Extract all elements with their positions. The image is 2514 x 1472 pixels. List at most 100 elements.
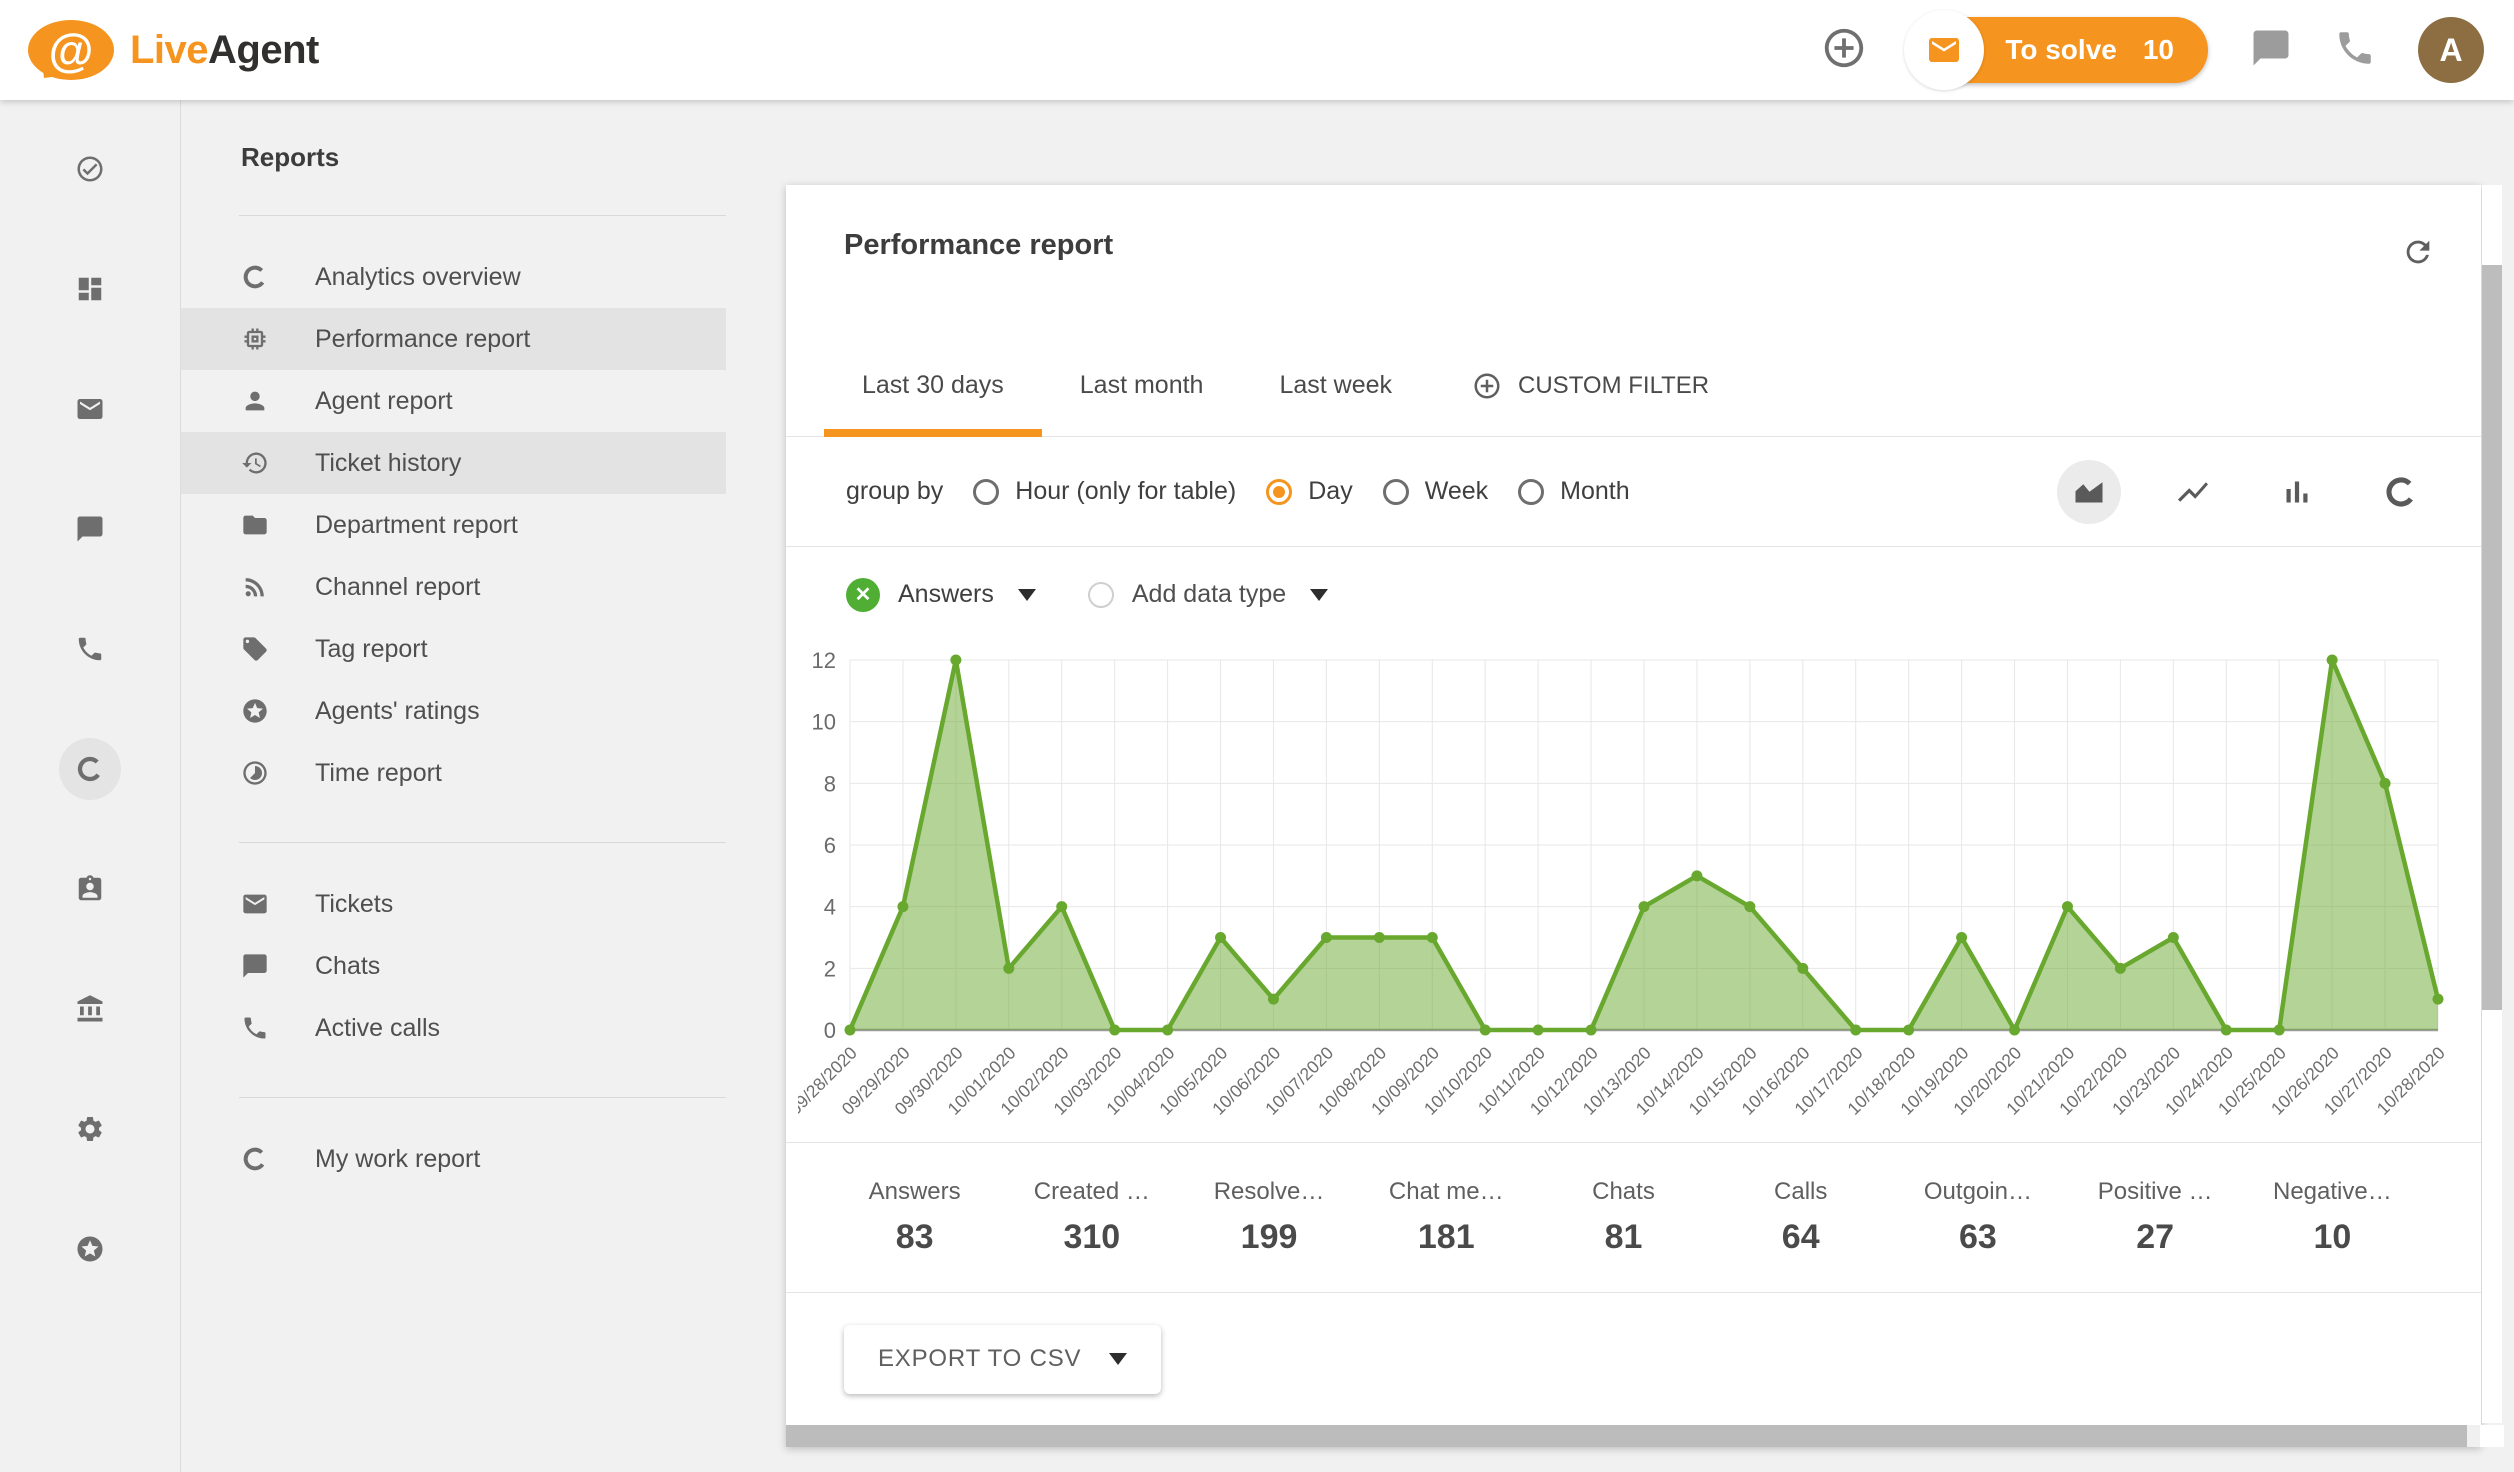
groupby-option[interactable]: Day [1266,477,1352,506]
mail-icon [75,394,105,424]
avatar[interactable]: A [2418,17,2484,83]
horizontal-scrollbar-thumb[interactable] [786,1425,2467,1447]
reports-sidebar: Reports Analytics overviewPerformance re… [181,100,726,1472]
divider [239,1097,726,1098]
chevron-down-icon[interactable] [1310,589,1328,610]
phone-icon [241,1014,269,1042]
radio-icon[interactable] [973,479,999,505]
rail-item-organization[interactable] [59,978,121,1040]
add-button[interactable] [1821,25,1867,76]
radio-icon[interactable] [1383,479,1409,505]
group-by-label: group by [846,477,943,506]
sidebar-item-label: My work report [315,1145,480,1174]
phone-button[interactable] [2334,27,2376,74]
history-icon [241,449,269,477]
rail-item-chats[interactable] [59,498,121,560]
tab[interactable]: Last month [1042,335,1242,436]
radio-icon[interactable] [1518,479,1544,505]
rail-item-reports[interactable] [59,738,121,800]
svg-text:4: 4 [824,895,836,920]
sidebar-item[interactable]: Active calls [181,997,726,1059]
custom-filter-button[interactable]: CUSTOM FILTER [1472,335,1709,436]
rail-item-calls[interactable] [59,618,121,680]
stat-label: Created … [1034,1178,1150,1206]
sidebar-item-label: Agent report [315,387,453,416]
bar-chart-button[interactable] [2265,460,2329,524]
logo-text: LiveAgent [130,28,319,73]
rail-item-dashboard[interactable] [59,258,121,320]
groupby-option[interactable]: Week [1383,477,1488,506]
refresh-icon [2401,235,2435,269]
ring-icon [75,754,105,784]
stat: Negative…10 [2244,1143,2421,1292]
to-solve-label: To solve [2005,34,2117,66]
add-data-type-radio[interactable] [1088,582,1114,608]
chat-button[interactable] [2250,27,2292,74]
sidebar-item[interactable]: Channel report [181,556,726,618]
groupby-option[interactable]: Hour (only for table) [973,477,1236,506]
rail-item-ratings[interactable] [59,1218,121,1280]
rail-item-resolved[interactable] [59,138,121,200]
tab[interactable]: Last week [1241,335,1430,436]
sidebar-item[interactable]: Chats [181,935,726,997]
chart-svg: 02468101209/28/202009/29/202009/30/20201… [798,642,2458,1142]
stat: Chats81 [1535,1143,1712,1292]
sidebar-item[interactable]: Department report [181,494,726,556]
header-actions: To solve 10 A [1821,17,2484,83]
radio-icon[interactable] [1266,479,1292,505]
sidebar-item[interactable]: Agent report [181,370,726,432]
contact-card-icon [75,874,105,904]
groupby-option[interactable]: Month [1518,477,1629,506]
sidebar-item-label: Active calls [315,1014,440,1043]
phone-icon [75,634,105,664]
line-chart-button[interactable] [2161,460,2225,524]
groupby-option-label: Month [1560,477,1629,506]
sidebar-item[interactable]: Tag report [181,618,726,680]
chevron-down-icon[interactable] [1018,589,1036,610]
sidebar-item[interactable]: Time report [181,742,726,804]
rail-item-tickets[interactable] [59,378,121,440]
refresh-button[interactable] [2401,235,2435,274]
vertical-scrollbar[interactable] [2482,185,2502,1423]
vertical-scrollbar-thumb[interactable] [2482,265,2502,1010]
to-solve-button[interactable]: To solve 10 [1909,17,2208,83]
tab[interactable]: Last 30 days [824,335,1042,436]
sidebar-item[interactable]: Agents' ratings [181,680,726,742]
line-chart-icon [2175,474,2211,510]
date-range-tabs: Last 30 daysLast monthLast week CUSTOM F… [786,335,2481,437]
remove-series-icon[interactable]: ✕ [846,578,880,612]
liveagent-logo: @ LiveAgent [28,20,319,80]
groupby-option-label: Day [1308,477,1352,506]
logo-live: Live [130,28,208,72]
bank-icon [75,994,105,1024]
stat-label: Chats [1592,1178,1655,1206]
stat-value: 63 [1959,1218,1997,1257]
export-to-csv-button[interactable]: EXPORT TO CSV [844,1325,1161,1394]
stat-label: Calls [1774,1178,1827,1206]
stat: Calls64 [1712,1143,1889,1292]
sidebar-item-label: Chats [315,952,380,981]
area-chart-button[interactable] [2057,460,2121,524]
stat: Resolve…199 [1180,1143,1357,1292]
sidebar-item[interactable]: Tickets [181,873,726,935]
sidebar-item[interactable]: Performance report [181,308,726,370]
svg-text:8: 8 [824,771,836,796]
sidebar-item[interactable]: Analytics overview [181,246,726,308]
rail-item-settings[interactable] [59,1098,121,1160]
rail-item-customers[interactable] [59,858,121,920]
phone-icon [2334,27,2376,69]
memory-icon [241,325,269,353]
envelope-icon [1904,10,1984,90]
sidebar-item[interactable]: My work report [181,1128,726,1190]
sidebar-item[interactable]: Ticket history [181,432,726,494]
gear-icon [75,1114,105,1144]
plus-circle-icon [1472,371,1502,401]
ring-button[interactable] [2369,460,2433,524]
sidebar-item-label: Time report [315,759,442,788]
top-bar: @ LiveAgent To solve 10 A [0,0,2514,100]
export-label: EXPORT TO CSV [878,1345,1081,1373]
divider [239,215,726,216]
groupby-option-label: Hour (only for table) [1015,477,1236,506]
scrollbar-corner [2480,1425,2504,1447]
horizontal-scrollbar[interactable] [786,1425,2481,1447]
